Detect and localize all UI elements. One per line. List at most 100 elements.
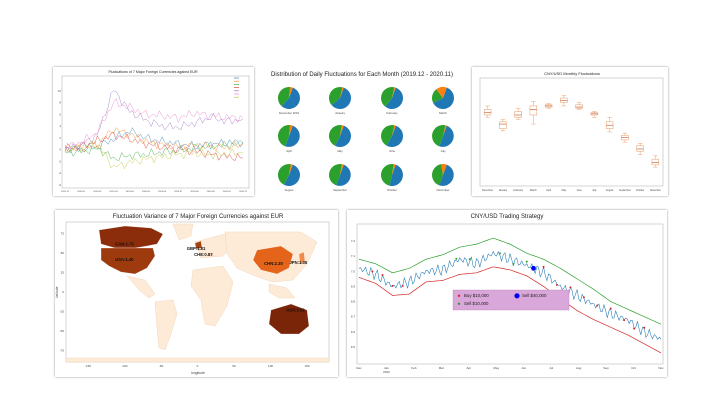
- plot-area: [356, 223, 664, 365]
- sell-marker: [525, 260, 528, 263]
- box-body: [499, 121, 507, 129]
- box-body: [605, 121, 614, 129]
- legend-marker: [457, 294, 461, 297]
- plot-area: [61, 75, 250, 189]
- series-line: [64, 98, 244, 152]
- y-tick-label: -25: [60, 309, 65, 313]
- country-japan: [298, 251, 306, 265]
- box-body: [590, 112, 599, 116]
- series-line: [64, 127, 244, 154]
- land-greenland: [172, 223, 194, 241]
- pie-slice: [392, 125, 396, 136]
- sell-large-marker: [531, 265, 536, 271]
- x-tick-label: 2020-08: [190, 191, 199, 193]
- country-usa: [100, 247, 156, 275]
- x-tick-label: 2020-10: [223, 191, 232, 193]
- boxplot-panel: CNY/USD Monthly Fluctuations December Jan…: [472, 67, 668, 196]
- pie-slice: [432, 125, 446, 147]
- pie-slice: [389, 164, 403, 186]
- y-tick-label: 6.5: [351, 345, 356, 349]
- pie-label: February: [386, 111, 398, 115]
- pie-label: March: [439, 111, 447, 115]
- legend-box: [452, 289, 570, 311]
- buy-marker: [371, 270, 374, 273]
- pie-slice: [432, 164, 443, 186]
- x-tick-label: 2020: [383, 370, 390, 374]
- pie-slice: [381, 163, 394, 186]
- pie-grid-panel: Distribution of Daily Fluctuations for E…: [262, 67, 462, 197]
- pie-slice: [381, 125, 395, 146]
- chart-title: Distribution of Daily Fluctuations for E…: [271, 72, 453, 78]
- pie-grid: Distribution of Daily Fluctuations for E…: [271, 72, 455, 192]
- sell-marker: [498, 252, 501, 255]
- buy-marker: [391, 284, 394, 287]
- box-body: [514, 111, 522, 118]
- sell-marker: [468, 258, 471, 261]
- y-tick-label: 6.7: [351, 315, 356, 319]
- pie-slice: [277, 163, 291, 185]
- pie-label: September: [333, 188, 347, 192]
- x-tick-label: Sep: [603, 366, 609, 370]
- variance-map-panel: Fluctuation Variance of 7 Major Foreign …: [55, 210, 338, 377]
- x-tick-label: May: [562, 189, 567, 192]
- trading-strategy-chart: CNY/USD Trading Strategy 7.2 7.1 7.0 6.9 6.8…: [351, 214, 664, 374]
- box-body: [636, 145, 644, 152]
- fluctuations-line-chart-panel: Fluctuations of 7 Major Foreign Currenci…: [53, 67, 254, 196]
- series-line: [64, 131, 244, 162]
- strategy-legend: Buy $10,000 Sell $40,000 Sell $10,000: [452, 289, 570, 311]
- country-annotation: CHE:0.87: [194, 252, 213, 257]
- buy-marker: [555, 283, 558, 286]
- x-tick-label: Feb: [411, 366, 417, 370]
- upper-line: [358, 237, 662, 325]
- x-tick-label: November: [650, 189, 661, 192]
- sell-marker: [512, 262, 515, 265]
- series-line: [64, 140, 244, 170]
- x-tick-label: 2020-01: [77, 191, 86, 193]
- y-tick-label: 2: [60, 136, 62, 140]
- x-tick-label: February: [513, 189, 523, 192]
- pie-slice: [386, 125, 404, 148]
- trading-strategy-panel: CNY/USD Trading Strategy 7.2 7.1 7.0 6.9 6.8…: [347, 210, 667, 377]
- x-tick-label: Dec: [356, 366, 362, 370]
- x-tick-label: 2020-07: [174, 191, 183, 193]
- x-tick-label: 2020-11: [239, 191, 248, 193]
- x-tick-label: -150: [85, 364, 91, 368]
- box-body: [621, 135, 629, 141]
- pie-label: June: [389, 149, 396, 153]
- series-line: [64, 140, 244, 161]
- pie-slice: [285, 125, 300, 147]
- monthly-boxplot: CNY/USD Monthly Fluctuations December Jan…: [479, 71, 664, 192]
- buy-marker: [623, 319, 626, 322]
- x-tick-label: 2020-05: [142, 191, 151, 193]
- pie-slice: [340, 125, 344, 136]
- y-tick-label: 7.0: [351, 269, 356, 273]
- pie-slice: [329, 163, 342, 186]
- country-annotation: CAN:1.73: [115, 241, 134, 246]
- x-tick-label: April: [546, 189, 551, 192]
- pie-slice: [278, 124, 291, 147]
- buy-marker: [609, 307, 612, 310]
- x-tick-label: July: [592, 189, 597, 192]
- x-tick-label: 100: [268, 364, 273, 368]
- y-tick-label: -50: [60, 329, 65, 333]
- y-tick-label: 6.9: [351, 284, 356, 288]
- map-highlighted: [98, 225, 310, 335]
- pie-label: April: [286, 149, 292, 153]
- pie-slice: [331, 87, 352, 110]
- pie-slice: [385, 87, 404, 110]
- x-tick-label: Nov: [658, 366, 664, 370]
- x-tick-label: 150: [305, 364, 310, 368]
- x-tick-label: 2020-09: [207, 191, 216, 193]
- pie-slice: [281, 87, 301, 110]
- lower-line: [358, 266, 662, 354]
- x-tick-label: 2020-02: [93, 191, 102, 193]
- land-antarctica: [65, 357, 330, 363]
- x-tick-label: Jul: [549, 366, 553, 370]
- pie-slice: [277, 86, 291, 107]
- x-tick-label: 50: [232, 364, 236, 368]
- pie-slice: [439, 125, 454, 147]
- pie-slice: [289, 164, 293, 175]
- y-tick-label: 4: [60, 124, 62, 128]
- country-annotation: AUS:3.52: [286, 307, 305, 312]
- x-tick-label: Mar: [439, 366, 444, 370]
